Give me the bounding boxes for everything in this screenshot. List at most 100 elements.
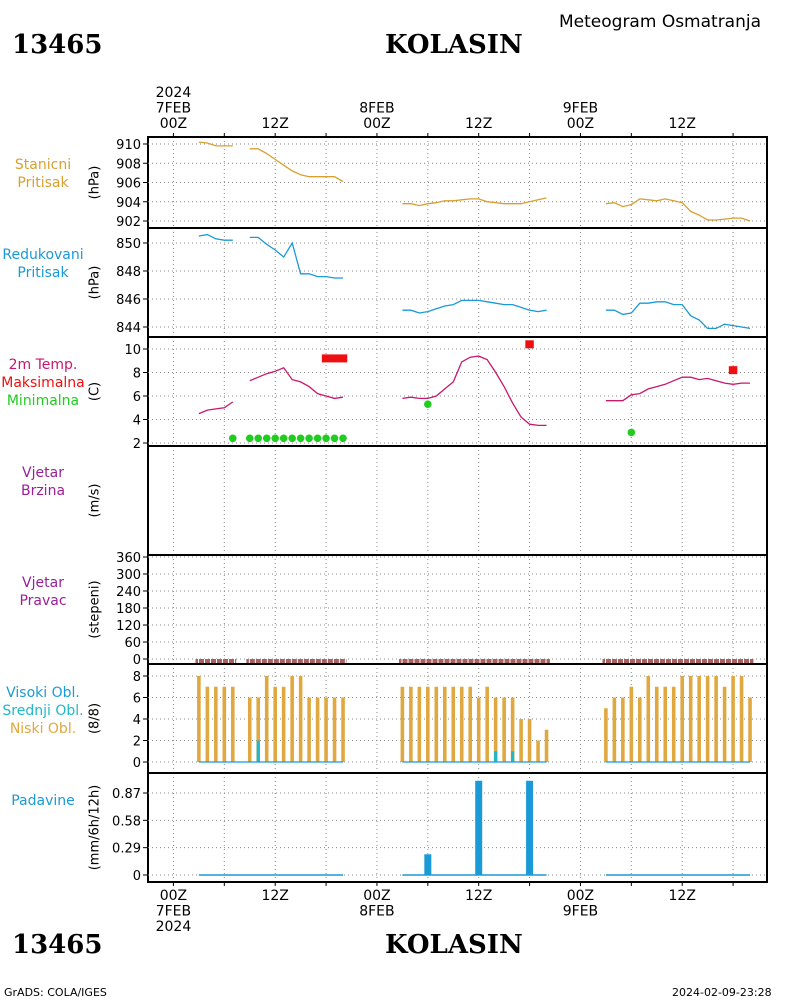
y-tick-label: 6: [133, 390, 141, 405]
panel-label-2: Redukovani Pritisak: [0, 246, 98, 282]
panel-label-line: Vjetar: [22, 575, 64, 591]
y-tick-label: 8: [133, 670, 141, 685]
station-pressure-line: [402, 197, 547, 207]
credit-text: GrADS: COLA/IGES: [4, 986, 107, 999]
min-temp-marker: [424, 400, 432, 409]
y-tick-label: 906: [116, 177, 141, 192]
panel-label-line: Niski Obl.: [9, 721, 77, 737]
panel-label-line: Stanicni: [14, 157, 72, 173]
panel-label-line: Brzina: [20, 483, 66, 499]
y-tick-label: 300: [116, 568, 141, 583]
panel-label-line: Maksimalna: [1, 375, 85, 391]
low-cloud-bar: [307, 697, 311, 762]
panel-5: [147, 554, 768, 665]
panel-label-line: Visoki Obl.: [6, 685, 80, 701]
y-tick-label: 180: [116, 602, 141, 617]
timestamp-text: 2024-02-09-23:28: [672, 986, 772, 999]
panel-label-6: Visoki Obl. Srednji Obl. Niski Obl.: [0, 684, 98, 738]
product-title: Meteogram Osmatranja: [559, 12, 762, 32]
panel-label-line: Pritisak: [17, 175, 69, 191]
panel-label-4: Vjetar Brzina: [0, 464, 98, 500]
time-label-bottom: 00Z: [363, 888, 390, 904]
precip-bar: [526, 780, 534, 875]
low-cloud-bar: [434, 686, 439, 762]
time-label-bottom: 2024: [156, 919, 192, 935]
low-cloud-bar: [621, 697, 625, 762]
station-id-bottom: 13465: [12, 930, 103, 960]
low-cloud-bar: [654, 686, 659, 762]
low-cloud-bar: [663, 686, 668, 762]
mid-cloud-bar: [494, 751, 498, 762]
time-label-bottom: 00Z: [160, 888, 187, 904]
low-cloud-bar: [409, 686, 413, 762]
y-tick-label: 0.87: [112, 787, 141, 802]
low-cloud-bar: [536, 740, 540, 762]
low-cloud-bar: [273, 686, 277, 762]
y-tick-label: 240: [116, 585, 141, 600]
time-label-bottom: 12Z: [261, 888, 288, 904]
temperature-line: [198, 401, 234, 415]
low-cloud-bar: [510, 697, 515, 762]
low-cloud-bar: [324, 697, 328, 762]
low-cloud-bar: [298, 676, 303, 762]
low-cloud-bar: [400, 686, 405, 762]
y-tick-label: 360: [116, 551, 141, 566]
panel-label-line: Redukovani: [2, 247, 84, 263]
low-cloud-bar: [281, 686, 286, 762]
low-cloud-bar: [256, 697, 261, 762]
min-temp-marker: [262, 434, 271, 443]
panel-label-line: Vjetar: [22, 465, 64, 481]
min-temp-marker: [322, 434, 330, 443]
low-cloud-bar: [612, 697, 617, 762]
min-temp-marker: [313, 434, 322, 443]
y-tick-label: 904: [116, 196, 141, 211]
low-cloud-bar: [417, 686, 422, 762]
panel-label-line: Pravac: [19, 593, 67, 609]
low-cloud-bar: [332, 697, 337, 762]
y-tick-label: 8: [133, 367, 141, 382]
min-temp-marker: [271, 434, 279, 443]
low-cloud-bar: [629, 686, 634, 762]
panel-4: [147, 445, 768, 556]
panel-2: [147, 227, 768, 338]
low-cloud-bar: [341, 697, 345, 762]
low-cloud-bar: [230, 686, 235, 762]
precip-bar: [475, 780, 483, 875]
panel-label-line: Padavine: [11, 793, 75, 809]
y-tick-label: 0: [133, 756, 141, 771]
wind-direction-bar: [195, 659, 237, 663]
panel-3: [147, 336, 768, 447]
time-label-top: 12Z: [669, 116, 696, 132]
time-label-bottom: 8FEB: [359, 904, 394, 920]
low-cloud-bar: [671, 686, 676, 762]
time-label-bottom: 12Z: [669, 888, 696, 904]
station-pressure-line: [198, 141, 344, 183]
y-axis-2: 850 848 846 844: [116, 237, 767, 336]
precip-bar: [424, 854, 432, 875]
low-cloud-bar: [739, 676, 744, 762]
y-axis-3: 10 8 6 4 2: [124, 343, 767, 452]
panel-label-7: Padavine: [0, 792, 98, 810]
low-cloud-bar: [722, 686, 727, 762]
low-cloud-bar: [731, 676, 735, 762]
reduced-pressure-line: [402, 299, 547, 314]
time-label-top: 00Z: [160, 116, 187, 132]
panel-label-3: 2m Temp. Maksimalna Minimalna: [0, 356, 98, 410]
mid-cloud-bar: [511, 751, 515, 762]
y-tick-label: 2: [133, 735, 141, 750]
time-label-top: 8FEB: [359, 101, 394, 117]
min-temp-marker: [627, 428, 636, 437]
max-temp-marker: [525, 340, 534, 349]
y-tick-label: 0: [133, 869, 141, 884]
y-tick-label: 908: [116, 157, 141, 172]
y-axis-1: 910 908 906 904 902: [116, 138, 767, 230]
station-name-bottom: KOLASIN: [385, 930, 523, 960]
low-cloud-bar: [451, 686, 456, 762]
wind-direction-bar: [246, 659, 347, 663]
low-cloud-bar: [442, 686, 447, 762]
y-tick-label: 60: [124, 636, 141, 651]
low-cloud-bar: [502, 697, 506, 762]
min-temp-marker: [254, 434, 263, 443]
reduced-pressure-line: [198, 233, 343, 279]
low-cloud-bar: [468, 686, 473, 762]
